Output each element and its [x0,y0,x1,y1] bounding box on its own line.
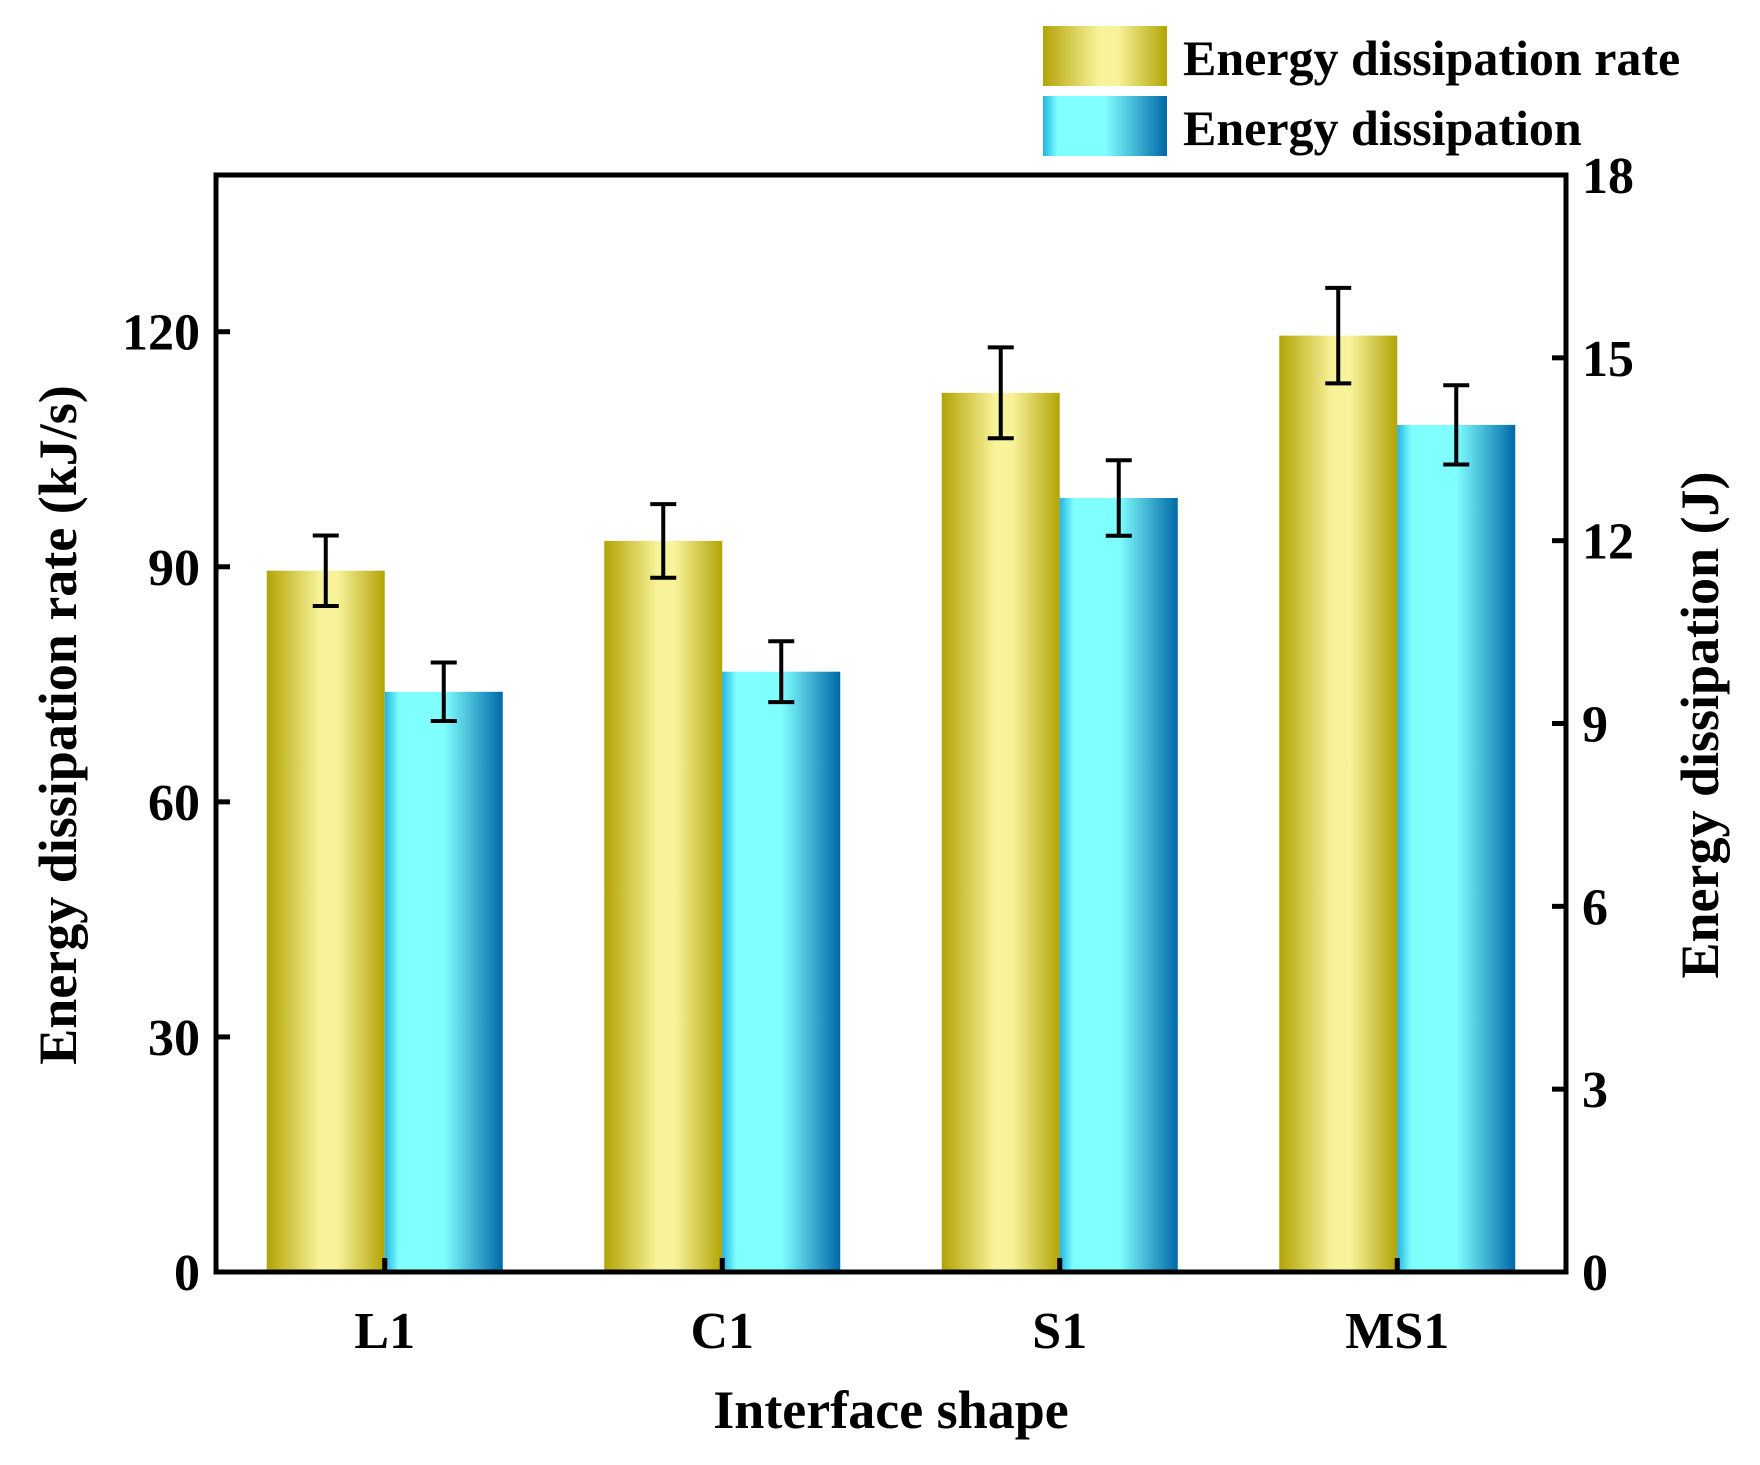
error-bar-energy-dissipation-l1 [430,660,457,724]
legend-label-energy-dissipation: Energy dissipation [1183,100,1582,156]
bar-energy-dissipation-rate-ms1 [1279,335,1398,1272]
right-tick-label-0: 0 [1582,1245,1608,1302]
bar-energy-dissipation-rate-c1 [604,540,723,1272]
x-tick-label-l1: L1 [354,1303,415,1360]
error-bar-group [312,285,1470,724]
right-tick-label-9: 9 [1582,697,1608,754]
left-axis: 0 30 60 90 120 [122,305,230,1302]
error-bar-energy-dissipation-s1 [1105,458,1132,538]
right-tick-label-12: 12 [1582,514,1634,571]
right-tick-label-6: 6 [1582,879,1608,936]
bar-group [266,335,1516,1273]
bar-energy-dissipation-rate-s1 [941,392,1060,1272]
left-axis-title: Energy dissipation rate (kJ/s) [28,385,88,1065]
right-tick-label-15: 15 [1582,331,1634,388]
bar-energy-dissipation-c1 [722,671,841,1272]
x-tick-label-ms1: MS1 [1345,1303,1449,1360]
left-tick-label-90: 90 [148,540,200,597]
x-axis-title: Interface shape [713,1380,1068,1440]
error-bar-energy-dissipation-rate-l1 [312,533,339,608]
right-axis: 0 3 6 9 12 15 18 [1552,148,1634,1302]
legend-label-energy-dissipation-rate: Energy dissipation rate [1183,30,1680,86]
bar-energy-dissipation-rate-l1 [266,570,385,1272]
error-bar-energy-dissipation-c1 [768,639,795,705]
bar-energy-dissipation-ms1 [1397,424,1516,1273]
error-bar-energy-dissipation-ms1 [1443,383,1470,467]
error-bar-energy-dissipation-rate-ms1 [1325,285,1352,386]
error-bar-energy-dissipation-rate-c1 [650,502,677,580]
left-tick-label-60: 60 [148,775,200,832]
bar-energy-dissipation-l1 [384,691,503,1272]
legend: Energy dissipation rate Energy dissipati… [1043,26,1680,156]
right-tick-label-3: 3 [1582,1062,1608,1119]
x-axis: L1 C1 S1 MS1 [354,1258,1449,1360]
right-axis-title: Energy dissipation (J) [1670,471,1730,978]
left-tick-label-30: 30 [148,1010,200,1067]
bar-energy-dissipation-s1 [1059,498,1178,1272]
legend-swatch-energy-dissipation [1043,96,1167,156]
left-tick-label-0: 0 [174,1245,200,1302]
x-tick-label-c1: C1 [690,1303,754,1360]
legend-swatch-energy-dissipation-rate [1043,26,1167,86]
left-tick-label-120: 120 [122,305,200,362]
right-tick-label-18: 18 [1582,148,1634,205]
error-bar-energy-dissipation-rate-s1 [987,345,1014,441]
x-tick-label-s1: S1 [1032,1303,1087,1360]
